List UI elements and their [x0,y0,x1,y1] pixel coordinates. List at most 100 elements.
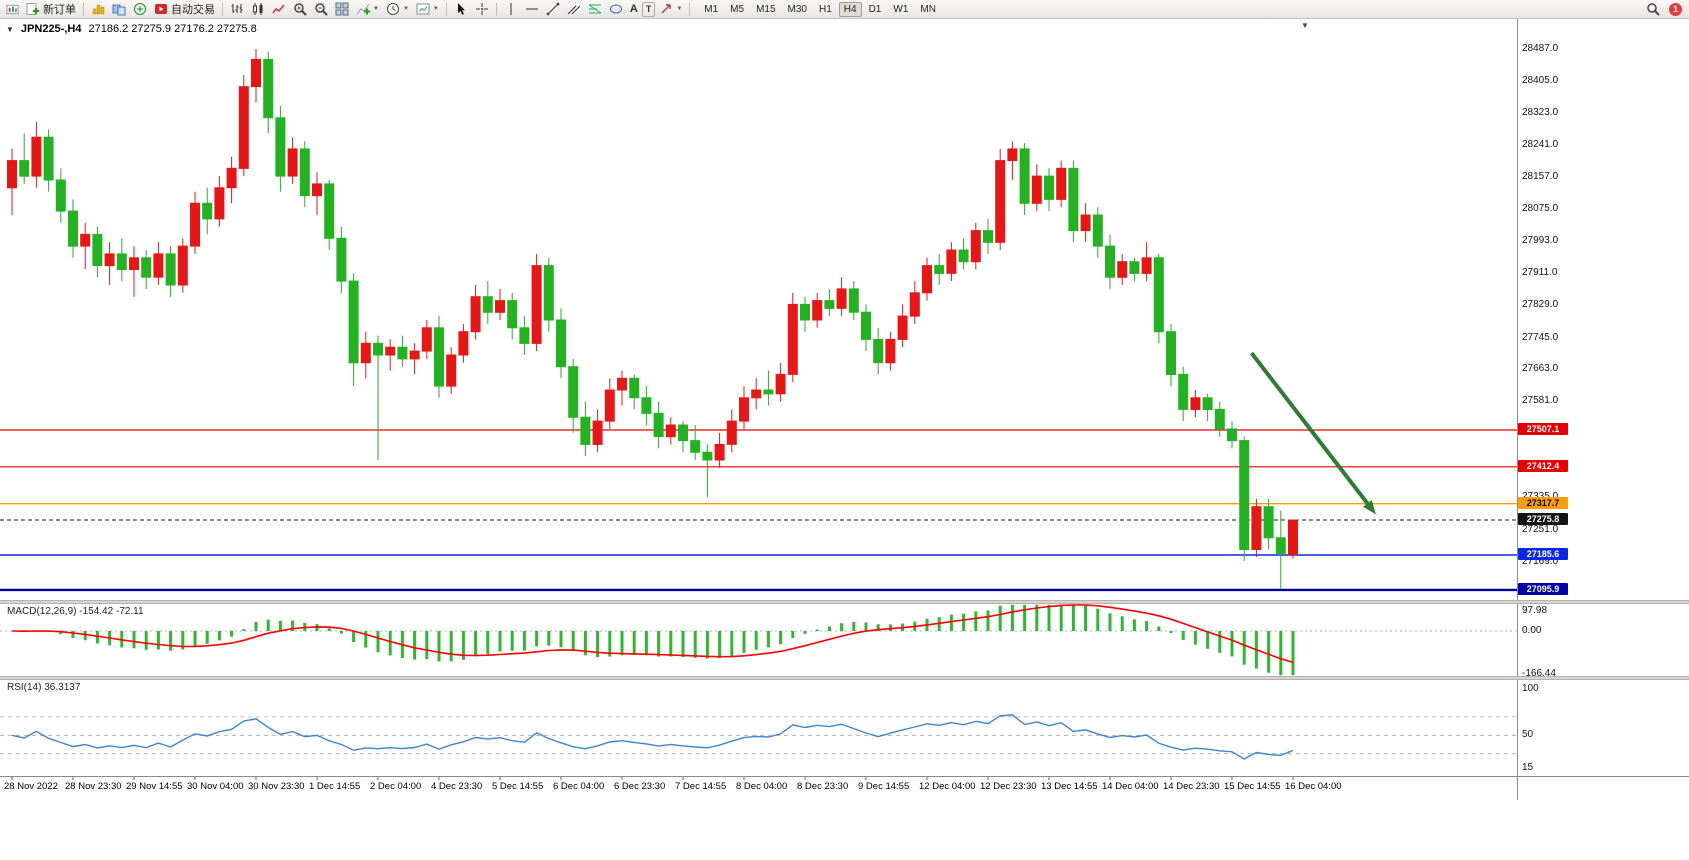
timeframe-button-mn[interactable]: MN [920,3,936,15]
zoom-in-icon [294,3,307,16]
zoom-out-button[interactable] [311,1,331,18]
price-line-badge: 27275.8 [1518,512,1568,525]
text-label-tool-button[interactable]: T [641,1,656,17]
time-axis[interactable] [0,776,1689,800]
bar-chart-gold-icon [92,4,105,15]
timeframe-button-m1[interactable]: M1 [704,3,719,15]
timeframe-button-h4[interactable]: H4 [838,1,862,17]
horizontal-line-tool-button[interactable] [522,1,542,18]
price-axis-tick: 27335.0 [1522,491,1558,502]
rsi-value: 36.3137 [44,682,81,693]
shapes-tool-button[interactable] [606,1,626,18]
timeframe-button-w1[interactable]: W1 [893,3,909,15]
time-axis-label: 28 Nov 23:30 [65,781,122,792]
text-tool-button[interactable]: A [627,1,641,18]
crosshair-icon [475,3,488,15]
tile-windows-icon [335,2,349,16]
timeframe-button-h1[interactable]: H1 [818,3,832,15]
trend-arrow[interactable] [1249,351,1369,505]
price-axis-tick: 28323.0 [1522,106,1559,118]
macd-indicator-label: MACD(12,26,9) -154.42 -72.11 [7,606,144,617]
search-button[interactable] [1643,1,1663,18]
profiles-button[interactable] [109,1,129,18]
chevron-down-icon: ▼ [676,6,683,12]
ellipse-icon [609,4,622,14]
indicators-icon [356,3,370,15]
text-tool-icon: A [629,3,638,15]
horizontal-line-icon [525,8,538,10]
crosshair-tool-button[interactable] [472,1,492,18]
timeframe-button-m30[interactable]: M30 [787,3,807,15]
time-axis-label: 8 Dec 04:00 [736,781,788,792]
one-click-trading-toggle[interactable]: ▼ [6,24,14,34]
macd-axis-tick: 97.98 [1522,605,1548,616]
trend-arrow-head [1363,499,1376,515]
macd-name: MACD(12,26,9) [7,606,77,617]
channel-icon [567,5,581,15]
time-axis-label: 9 Dec 14:55 [858,781,910,792]
zoom-in-button[interactable] [290,1,310,18]
terminal-button[interactable] [130,1,150,18]
fibonacci-tool-button[interactable] [585,1,605,18]
time-axis-label: 8 Dec 23:30 [797,781,849,792]
template-icon [416,3,430,15]
time-axis-label: 6 Dec 23:30 [614,781,666,792]
toolbar: 新订单 自动交易 [0,0,1689,19]
new-order-button[interactable]: 新订单 [23,1,79,18]
chart-shift-marker[interactable]: ▼ [1301,21,1309,30]
timeframe-button-d1[interactable]: D1 [868,3,882,15]
line-chart-mode-button[interactable] [269,1,289,18]
cursor-tool-button[interactable] [451,1,471,18]
vertical-line-tool-button[interactable] [501,1,521,18]
panel-separator-rsi[interactable] [0,676,1689,680]
time-axis-label: 14 Dec 04:00 [1102,781,1159,792]
price-axis-tick: 27911.0 [1522,266,1558,278]
time-axis-label: 12 Dec 23:30 [980,781,1037,792]
rsi-indicator-label: RSI(14) 36.3137 [7,682,80,693]
trendline-icon [546,2,560,16]
charts-button[interactable] [88,1,108,18]
toolbar-separator [689,2,691,16]
arrows-tool-button[interactable]: ▼ [656,1,685,18]
rsi-name: RSI(14) [7,682,42,693]
price-lines-layer [0,429,1517,592]
toolbar-separator [222,2,223,16]
window-menu-button[interactable] [3,1,22,18]
autotrading-icon [155,4,167,14]
notification-badge[interactable]: 1 [1669,2,1682,16]
toolbar-separator [495,2,497,16]
rsi-axis-tick: 15 [1522,761,1534,773]
price-axis-tick: 27251.0 [1522,523,1559,535]
time-axis-label: 1 Dec 14:55 [309,781,361,792]
chevron-down-icon: ▼ [402,6,409,12]
tile-windows-button[interactable] [332,1,352,18]
channel-tool-button[interactable] [564,1,584,18]
panel-separator-macd[interactable] [0,600,1689,604]
macd-axis-tick: 0.00 [1522,625,1542,636]
bar-chart-mode-button[interactable] [227,1,247,18]
indicators-button[interactable]: ▼ [353,1,382,18]
time-axis-label: 4 Dec 23:30 [431,781,483,792]
price-line-badge: 27095.9 [1518,582,1568,595]
price-axis[interactable] [1517,19,1689,800]
time-axis-label: 12 Dec 04:00 [919,781,976,792]
price-axis-tick: 27829.0 [1522,298,1559,310]
clock-icon [386,3,399,15]
price-axis-tick: 27581.0 [1522,395,1559,407]
toolbar-right-group: 1 [1643,1,1686,18]
candlestick-mode-button[interactable] [248,1,268,18]
trendline-tool-button[interactable] [543,1,563,18]
rsi-axis-tick: 50 [1522,729,1534,741]
templates-button[interactable]: ▼ [413,1,442,18]
price-axis-tick: 27993.0 [1522,235,1559,247]
timeframe-button-m15[interactable]: M15 [756,3,776,15]
macd-signal-line [11,604,1294,664]
bars-icon [231,4,243,13]
macd-axis-tick: -166.44 [1522,667,1556,679]
periods-button[interactable]: ▼ [383,1,412,18]
vertical-line-icon [510,3,512,15]
timeframe-button-m5[interactable]: M5 [730,3,745,15]
autotrading-button[interactable]: 自动交易 [151,1,218,18]
time-axis-label: 15 Dec 14:55 [1224,781,1281,792]
